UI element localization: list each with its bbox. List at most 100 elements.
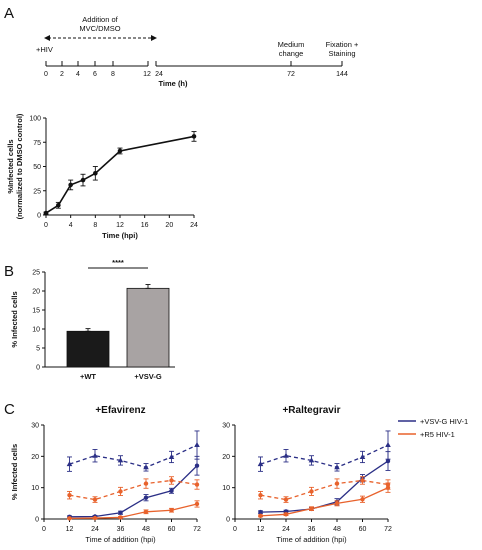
- chart-c2-title: +Raltegravir: [282, 405, 340, 416]
- chart-c1-point: [118, 515, 123, 520]
- timeline: +HIV Addition of MVC/DMSO 0 2 4 6 8 12 2…: [36, 15, 359, 88]
- chart-b-y-tick-label: 5: [36, 346, 40, 353]
- chart-c2-point: [334, 464, 340, 470]
- timeline-addition-label-1: Addition of: [82, 15, 118, 24]
- chart-c1-point: [194, 442, 200, 448]
- chart-c1-point: [92, 497, 98, 502]
- timeline-addition-label-2: MVC/DMSO: [79, 24, 120, 33]
- chart-c2-point: [334, 501, 340, 506]
- chart-c2-y-tick-label: 30: [222, 423, 230, 430]
- chart-c1-point: [67, 516, 72, 521]
- chart-c1-point: [92, 515, 98, 521]
- chart-c1-y-label: % Infected cells: [10, 444, 19, 500]
- chart-c2-point: [309, 506, 314, 511]
- chart-c1-x-tick-label: 12: [66, 526, 74, 533]
- chart-b-bar: 0 5 10 15 20 25 +WT +VSV-G **** % Infected cells: [10, 258, 175, 381]
- chart-b-category-label: +VSV-G: [134, 372, 161, 381]
- chart-c2-point: [283, 452, 289, 458]
- chart-c2-x-tick-label: 12: [257, 526, 265, 533]
- chart-a-point: [191, 134, 197, 139]
- chart-c1-x-tick-label: 0: [42, 526, 46, 533]
- chart-c1-point: [194, 463, 200, 468]
- chart-a-y-label: %Infected cells: [6, 139, 15, 193]
- legend: +VSV-G HIV-1 +R5 HIV-1: [398, 417, 468, 439]
- chart-c1-point: [118, 510, 123, 515]
- medium-change-label-2: change: [279, 49, 304, 58]
- chart-c1-point: [118, 489, 123, 494]
- chart-a-point: [80, 177, 86, 183]
- chart-c1-x-tick-label: 36: [117, 526, 125, 533]
- chart-a-x-tick-label: 12: [116, 222, 124, 229]
- chart-c1-x-tick-label: 72: [193, 526, 201, 533]
- chart-c2-series-line: [260, 487, 389, 517]
- chart-b-bar: [126, 287, 170, 368]
- chart-a-x-tick-label: 0: [44, 222, 48, 229]
- chart-a-line: 0 25 50 75 100 0 4 8 12 16 20 24 Time (hpi) %Infected…: [6, 113, 198, 240]
- chart-a-point: [43, 210, 49, 216]
- chart-a-y-tick-label: 25: [33, 188, 41, 195]
- chart-c1-point: [117, 457, 124, 463]
- chart-c1-x-tick-label: 48: [142, 526, 150, 533]
- chart-b-y-tick-label: 25: [32, 270, 40, 277]
- chart-c2-x-tick-label: 72: [384, 526, 392, 533]
- chart-c2-point: [334, 481, 340, 486]
- chart-b-bar: [66, 330, 110, 368]
- chart-c1-point: [169, 488, 174, 493]
- chart-c2-point: [385, 442, 391, 448]
- chart-c2-y-tick-label: 20: [222, 454, 230, 461]
- chart-a-point: [68, 182, 73, 188]
- chart-a-x-tick-label: 24: [190, 222, 198, 229]
- chart-a-x-tick-label: 4: [69, 222, 73, 229]
- chart-c2-x-tick-label: 48: [333, 526, 341, 533]
- chart-c1-series-line: [69, 503, 198, 520]
- chart-c1-series-line: [69, 444, 198, 468]
- chart-c1-point: [143, 495, 149, 500]
- chart-c2-point: [359, 453, 366, 459]
- chart-c2-x-tick-label: 36: [308, 526, 316, 533]
- chart-c1-y-tick-label: 20: [31, 454, 39, 461]
- chart-c1-x-label: Time of addition (hpi): [85, 535, 156, 544]
- chart-c1-point: [67, 492, 72, 498]
- chart-a-x-tick-label: 8: [93, 222, 97, 229]
- chart-c2-y-tick-label: 10: [222, 485, 230, 492]
- timeline-tick-8: 8: [111, 71, 115, 78]
- chart-b-y-tick-label: 15: [32, 308, 40, 315]
- legend-label-r5: +R5 HIV-1: [420, 430, 455, 439]
- panel-label-c: C: [4, 401, 15, 418]
- chart-c1-point: [194, 501, 200, 507]
- chart-b-significance: ****: [112, 258, 124, 267]
- arrow-right-icon: [151, 35, 157, 41]
- chart-c-efavirenz: 0 10 20 30 0 12 24 36 48 60 72 +Efavirenz Time of ad…: [10, 405, 201, 544]
- chart-c2-point: [360, 497, 365, 502]
- chart-c1-point: [92, 452, 98, 458]
- chart-c2-point: [258, 513, 263, 519]
- chart-c1-series-line: [69, 479, 198, 501]
- chart-c1-title: +Efavirenz: [95, 405, 145, 416]
- chart-c2-point: [385, 458, 391, 464]
- timeline-tick-4: 4: [76, 71, 80, 78]
- timeline-tick-24: 24: [155, 71, 163, 78]
- chart-a-x-label: Time (hpi): [102, 231, 138, 240]
- panel-label-b: B: [4, 263, 14, 280]
- chart-a-y-tick-label: 50: [33, 164, 41, 171]
- chart-c1-point: [194, 482, 200, 487]
- chart-c-raltegravir: 0 10 20 30 0 12 24 36 48 60 72 +Raltegravir Time of …: [222, 405, 392, 544]
- chart-c2-series-line: [260, 460, 389, 513]
- chart-c2-point: [360, 478, 365, 483]
- chart-a-y-label-2: (normalized to DMSO control): [15, 113, 24, 219]
- legend-label-vsvg: +VSV-G HIV-1: [420, 417, 468, 426]
- chart-c1-y-tick-label: 10: [31, 485, 39, 492]
- chart-c2-point: [258, 509, 263, 515]
- chart-c2-point: [309, 489, 314, 494]
- chart-c2-point: [257, 461, 264, 467]
- chart-c2-point: [283, 512, 289, 517]
- chart-c1-series-line: [69, 465, 198, 518]
- chart-c1-y-tick-label: 0: [35, 517, 39, 524]
- chart-c2-series-line: [260, 444, 389, 468]
- chart-a-y-tick-label: 100: [29, 116, 41, 123]
- chart-c1-x-tick-label: 24: [91, 526, 99, 533]
- chart-a-x-tick-label: 16: [141, 222, 149, 229]
- chart-c1-point: [66, 461, 73, 467]
- timeline-tick-2: 2: [60, 71, 64, 78]
